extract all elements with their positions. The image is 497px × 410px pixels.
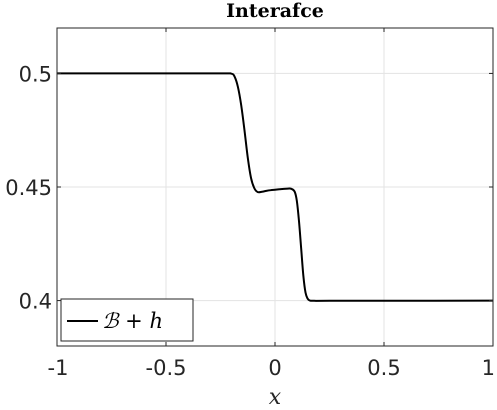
x-tick-label: 0: [268, 356, 281, 380]
series-layer: [56, 72, 494, 302]
tick-marks: [56, 28, 494, 346]
x-tick-label: -1: [48, 356, 69, 380]
y-tick-labels: 0.4 0.45 0.5: [5, 62, 52, 313]
x-tick-label: 0.5: [367, 356, 400, 380]
chart-title: Interafce: [226, 0, 324, 22]
series-line: [56, 72, 494, 302]
x-tick-label: 1: [482, 356, 495, 380]
x-axis-label: x: [269, 385, 282, 410]
x-tick-label: -0.5: [146, 356, 187, 380]
y-tick-label: 0.4: [19, 290, 52, 314]
y-tick-label: 0.45: [5, 176, 52, 200]
y-tick-label: 0.5: [19, 62, 52, 86]
x-tick-labels: -1 -0.5 0 0.5 1: [48, 356, 495, 380]
legend-label: ℬ + h: [102, 309, 163, 333]
legend: ℬ + h: [60, 298, 194, 342]
